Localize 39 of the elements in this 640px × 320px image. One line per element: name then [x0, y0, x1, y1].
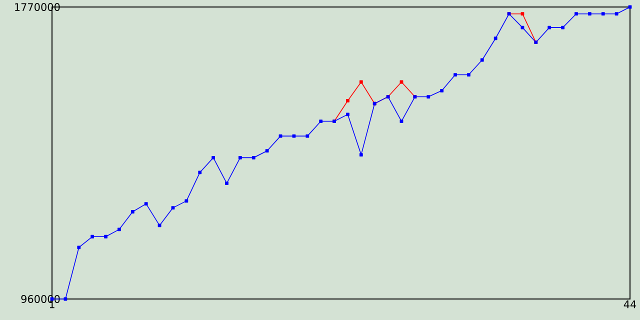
point	[292, 134, 296, 138]
point	[454, 73, 457, 76]
point	[359, 80, 363, 84]
point	[90, 234, 94, 238]
point	[346, 112, 350, 116]
point	[144, 202, 148, 206]
point	[184, 199, 188, 203]
point	[77, 246, 81, 250]
point	[118, 228, 121, 232]
point	[400, 120, 404, 123]
point	[601, 12, 605, 16]
point	[359, 153, 363, 157]
point	[130, 210, 134, 214]
point	[225, 182, 228, 185]
point	[520, 12, 524, 16]
point	[346, 99, 350, 102]
point	[480, 58, 484, 62]
point	[265, 149, 269, 153]
point	[238, 156, 242, 160]
x-tick-label: 44	[624, 300, 636, 308]
point	[64, 297, 68, 301]
point	[440, 88, 444, 92]
point	[198, 170, 202, 174]
point	[520, 26, 524, 30]
point	[252, 156, 256, 160]
point	[467, 73, 470, 76]
point	[574, 12, 578, 16]
point	[171, 206, 175, 210]
point	[426, 95, 430, 98]
point	[494, 36, 498, 40]
point	[561, 26, 564, 30]
point	[614, 12, 618, 16]
point	[278, 134, 282, 138]
point	[548, 26, 552, 30]
point	[588, 12, 592, 16]
point	[306, 134, 310, 138]
point	[319, 120, 323, 123]
point	[212, 156, 216, 160]
point	[104, 234, 108, 238]
